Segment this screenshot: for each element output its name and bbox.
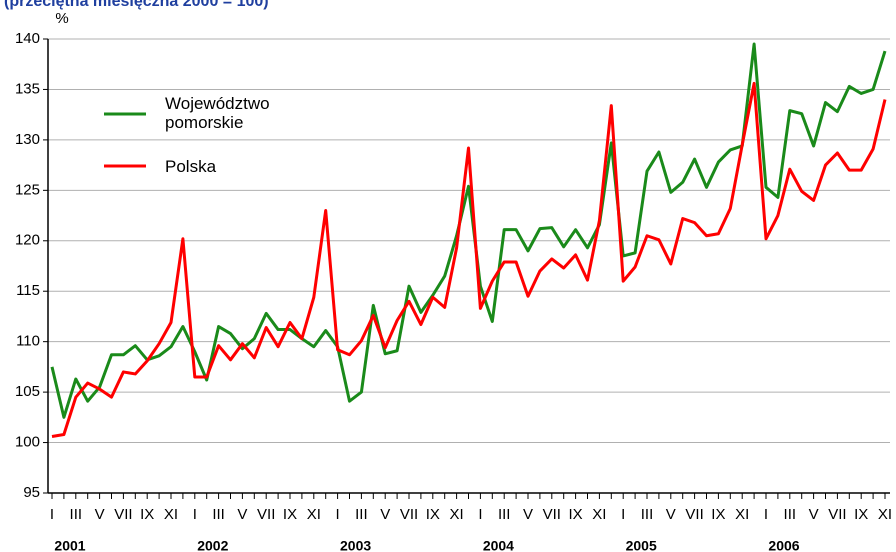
x-tick-label: VII — [828, 506, 846, 523]
y-tick-label: 115 — [16, 282, 40, 299]
x-tick-label: I — [764, 506, 768, 523]
x-tick-label: IX — [711, 506, 725, 523]
x-tick-label: IX — [569, 506, 583, 523]
x-tick-label: V — [380, 506, 390, 523]
x-tick-label: I — [336, 506, 340, 523]
x-tick-label: IX — [854, 506, 868, 523]
x-tick-label: VII — [257, 506, 275, 523]
y-tick-label: 95 — [23, 484, 40, 501]
x-tick-label: III — [641, 506, 654, 523]
year-label: 2006 — [768, 538, 799, 552]
x-tick-label: XI — [164, 506, 178, 523]
x-tick-label: III — [498, 506, 511, 523]
y-tick-label: 130 — [15, 131, 40, 148]
series-line — [51, 81, 887, 438]
x-tick-label: I — [621, 506, 625, 523]
y-tick-label: 100 — [15, 434, 40, 451]
x-tick-label: V — [95, 506, 105, 523]
x-tick-label: VII — [400, 506, 418, 523]
legend-label: Województwo pomorskie — [165, 94, 270, 132]
x-tick-label: VII — [543, 506, 561, 523]
x-tick-label: IX — [283, 506, 297, 523]
y-tick-label: 105 — [15, 383, 40, 400]
y-tick-label: 110 — [16, 333, 40, 350]
x-tick-label: I — [50, 506, 54, 523]
y-tick-label: 120 — [15, 232, 40, 249]
year-label: 2005 — [626, 538, 657, 552]
x-tick-label: V — [523, 506, 533, 523]
x-tick-label: I — [193, 506, 197, 523]
x-tick-label: III — [355, 506, 368, 523]
x-tick-label: IX — [426, 506, 440, 523]
x-tick-label: XI — [592, 506, 606, 523]
legend-label: Polska — [165, 157, 217, 176]
x-tick-label: XI — [450, 506, 464, 523]
y-tick-label: 135 — [15, 80, 40, 97]
year-label: 2002 — [197, 538, 228, 552]
year-label: 2001 — [54, 538, 85, 552]
x-tick-label: XI — [735, 506, 749, 523]
y-tick-label: 140 — [15, 30, 40, 47]
x-tick-label: I — [478, 506, 482, 523]
chart-title: (przeciętna miesięczna 2000 = 100) — [4, 0, 269, 10]
year-label: 2004 — [483, 538, 514, 552]
x-tick-label: VII — [114, 506, 132, 523]
y-axis-label: % — [55, 10, 68, 27]
x-tick-label: XI — [307, 506, 321, 523]
x-tick-label: V — [666, 506, 676, 523]
x-tick-label: III — [784, 506, 797, 523]
x-tick-label: XI — [878, 506, 892, 523]
x-tick-label: IX — [140, 506, 154, 523]
x-tick-label: III — [212, 506, 225, 523]
x-tick-label: III — [70, 506, 83, 523]
x-tick-label: VII — [685, 506, 703, 523]
year-label: 2003 — [340, 538, 371, 552]
x-tick-label: V — [809, 506, 819, 523]
y-tick-label: 125 — [15, 181, 40, 198]
x-tick-label: V — [237, 506, 247, 523]
